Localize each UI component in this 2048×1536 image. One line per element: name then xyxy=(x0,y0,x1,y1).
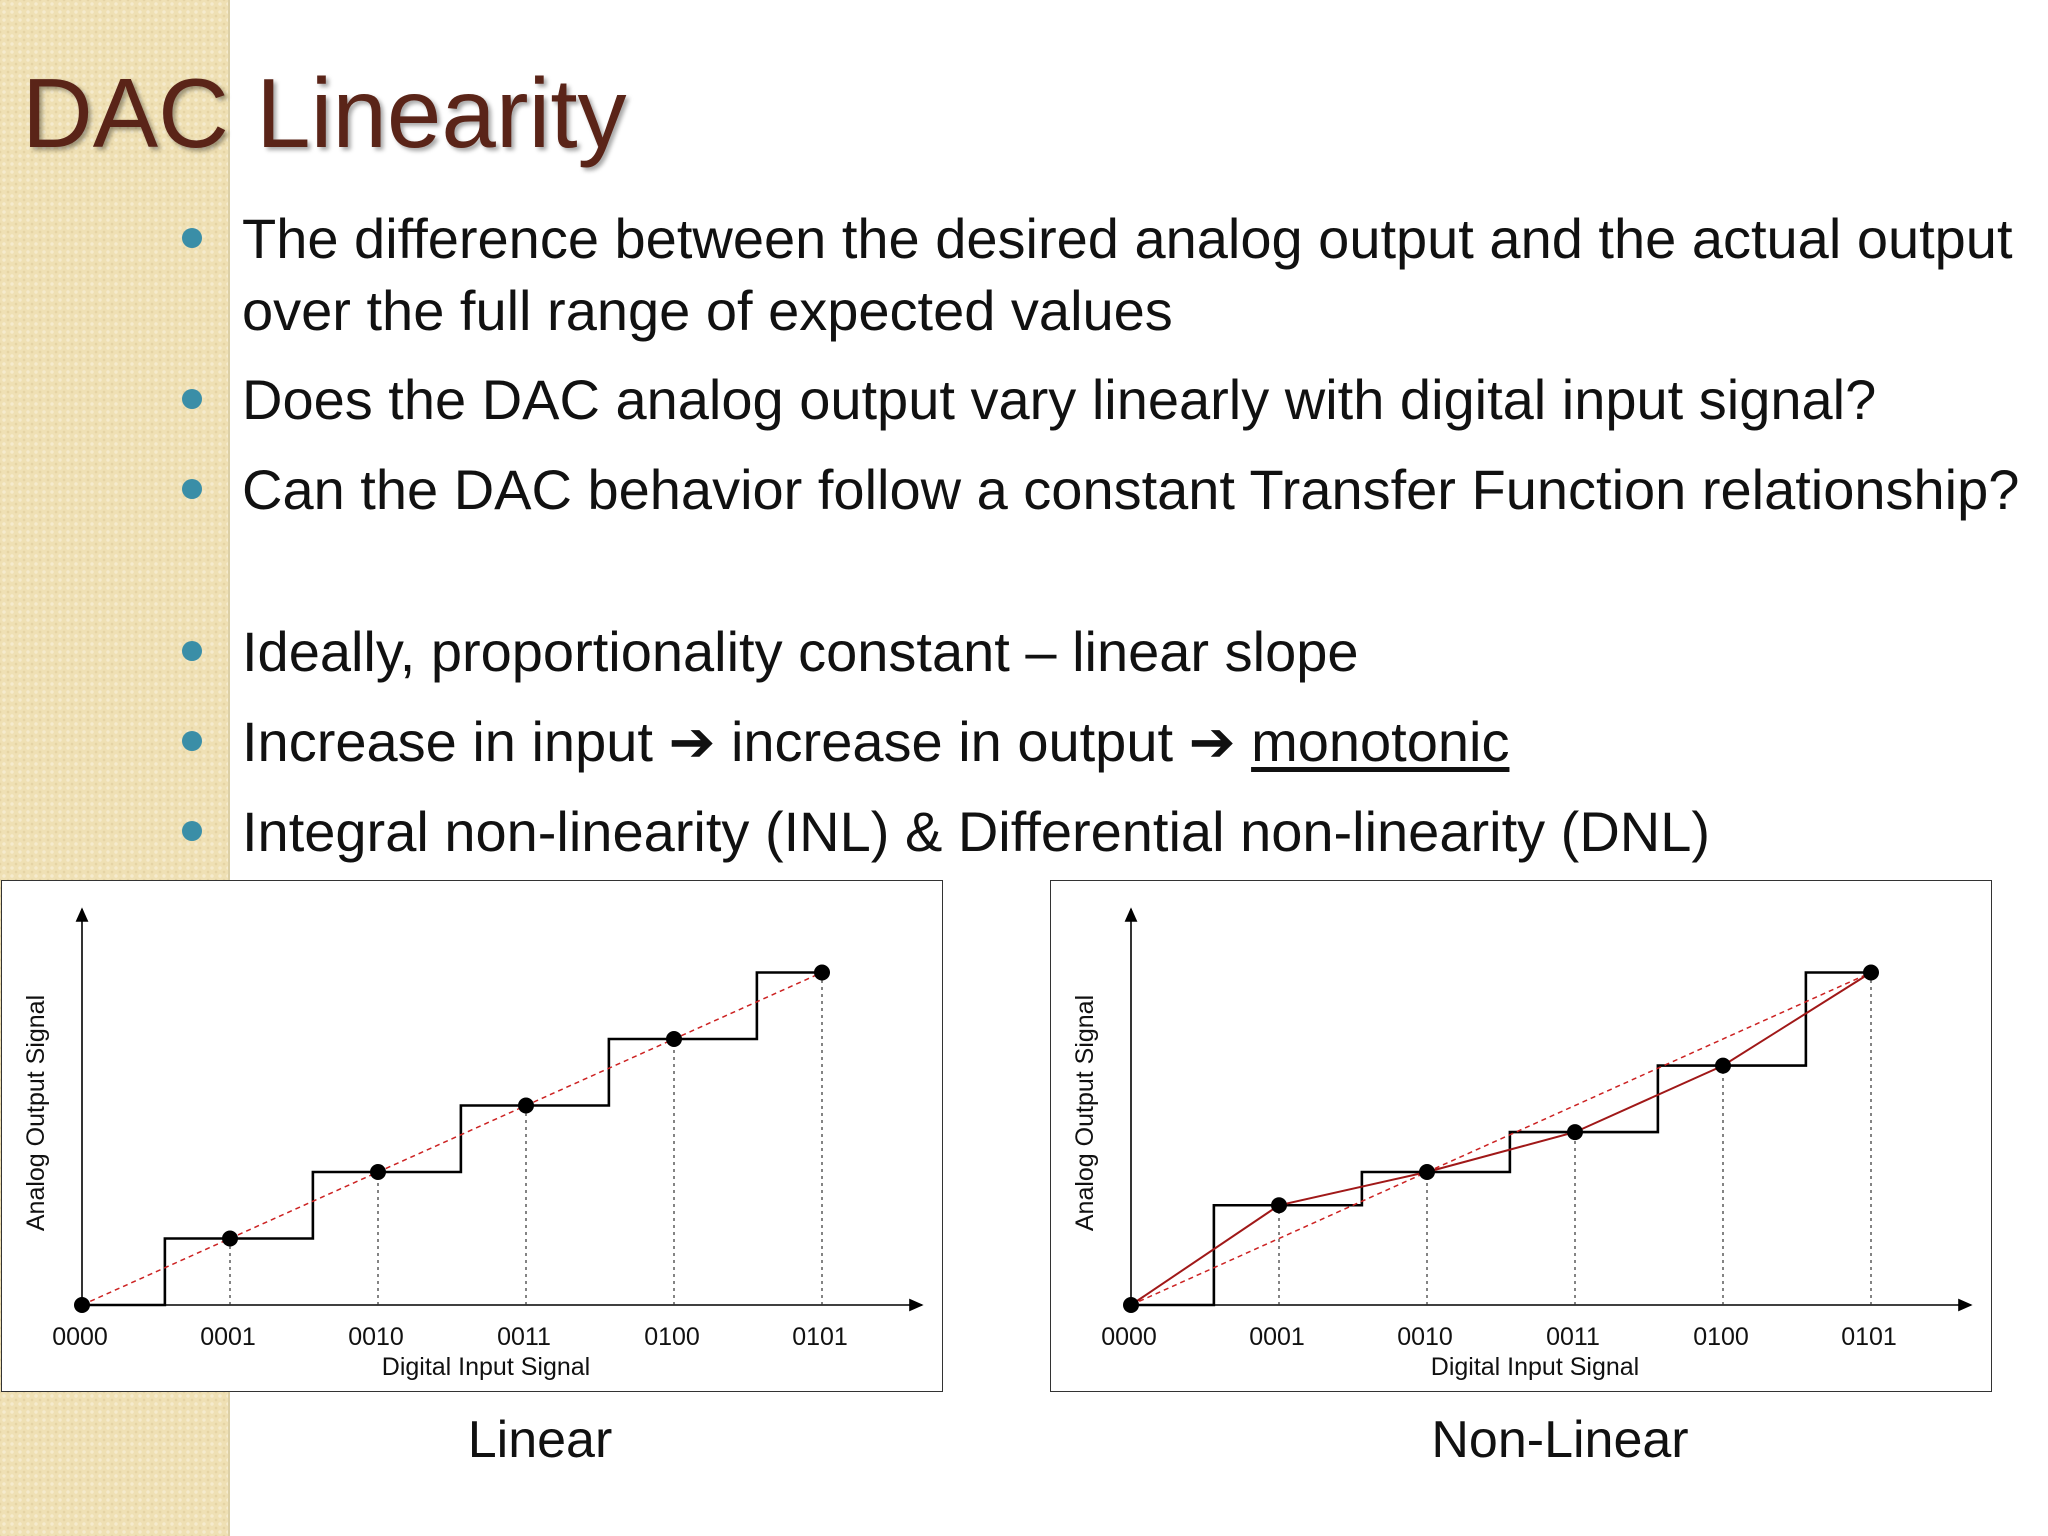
bullet-dot-icon xyxy=(182,228,202,248)
x-tick-label: 0010 xyxy=(1397,1323,1453,1351)
y-axis-label: Analog Output Signal xyxy=(1071,995,1099,1231)
bullet-text: Can the DAC behavior follow a constant T… xyxy=(242,458,2020,521)
data-point xyxy=(1123,1297,1139,1313)
bullet-text: Does the DAC analog output vary linearly… xyxy=(242,368,1877,431)
staircase-line xyxy=(1131,971,1873,1307)
bullet-dot-icon xyxy=(182,731,202,751)
linear-chart-svg: 0000 0001 0010 0011 0100 0101 Digital Input Si… xyxy=(22,907,924,1381)
ideal-line xyxy=(81,971,823,1306)
x-tick-label: 0011 xyxy=(1546,1323,1600,1351)
x-tick-label: 0010 xyxy=(348,1323,404,1351)
data-point xyxy=(222,1230,238,1247)
x-axis-label: Digital Input Signal xyxy=(1431,1353,1639,1381)
x-tick-label: 0100 xyxy=(1693,1323,1749,1351)
x-tick-label: 0011 xyxy=(497,1323,551,1351)
bullet-item: Integral non-linearity (INL) & Different… xyxy=(182,796,2032,868)
bullet-dot-icon xyxy=(182,389,202,409)
data-point xyxy=(1271,1197,1287,1214)
x-tick-label: 0000 xyxy=(52,1323,108,1351)
linear-chart: 0000 0001 0010 0011 0100 0101 Digital Input Si… xyxy=(1,880,943,1392)
right-arrow-icon: ➔ xyxy=(1188,710,1236,773)
data-point xyxy=(814,964,830,981)
bullet-dot-icon xyxy=(182,479,202,499)
bullet-item: The difference between the desired analo… xyxy=(182,203,2032,347)
bullet-text: Ideally, proportionality constant – line… xyxy=(242,620,1359,683)
x-tick-label: 0000 xyxy=(1101,1323,1157,1351)
bullet-item: Does the DAC analog output vary linearly… xyxy=(182,364,2032,436)
data-point xyxy=(518,1097,534,1114)
bullet-text-middle: increase in output xyxy=(715,710,1189,773)
nonlinear-chart-svg: 0000 0001 0010 0011 0100 0101 Digital Input Si… xyxy=(1071,907,1973,1381)
bullet-text: Integral non-linearity (INL) & Different… xyxy=(242,800,1711,863)
actual-transfer-line xyxy=(1130,971,1872,1306)
right-arrow-icon: ➔ xyxy=(668,710,716,773)
y-axis-label: Analog Output Signal xyxy=(22,995,50,1231)
nonlinear-chart: 0000 0001 0010 0011 0100 0101 Digital Input Si… xyxy=(1050,880,1992,1392)
data-point xyxy=(666,1031,682,1047)
data-point xyxy=(74,1297,90,1313)
x-tick-label: 0001 xyxy=(1249,1323,1305,1351)
data-point xyxy=(370,1164,386,1180)
data-point xyxy=(1419,1164,1435,1180)
bullet-item: Increase in input ➔ increase in output ➔… xyxy=(182,706,2032,778)
x-tick-label: 0100 xyxy=(644,1323,700,1351)
bullet-dot-icon xyxy=(182,821,202,841)
monotonic-emphasis: monotonic xyxy=(1251,710,1510,773)
linear-caption: Linear xyxy=(467,1411,613,1469)
bullet-text: The difference between the desired analo… xyxy=(242,207,2013,342)
slide-title: DAC Linearity xyxy=(22,58,627,168)
nonlinear-caption: Non-Linear xyxy=(1431,1411,1689,1469)
x-tick-label: 0101 xyxy=(1841,1323,1897,1351)
bullet-text-start: Increase in input xyxy=(242,710,669,773)
data-point xyxy=(1715,1057,1731,1074)
bullet-item: Can the DAC behavior follow a constant T… xyxy=(182,454,2032,526)
data-point xyxy=(1567,1124,1583,1141)
x-tick-label: 0001 xyxy=(200,1323,256,1351)
x-axis-label: Digital Input Signal xyxy=(382,1353,590,1381)
staircase-line xyxy=(82,971,824,1307)
ideal-line xyxy=(1130,971,1872,1306)
bullet-dot-icon xyxy=(182,641,202,661)
x-tick-label: 0101 xyxy=(792,1323,848,1351)
bullet-item: Ideally, proportionality constant – line… xyxy=(182,616,2032,688)
data-point xyxy=(1863,964,1879,981)
